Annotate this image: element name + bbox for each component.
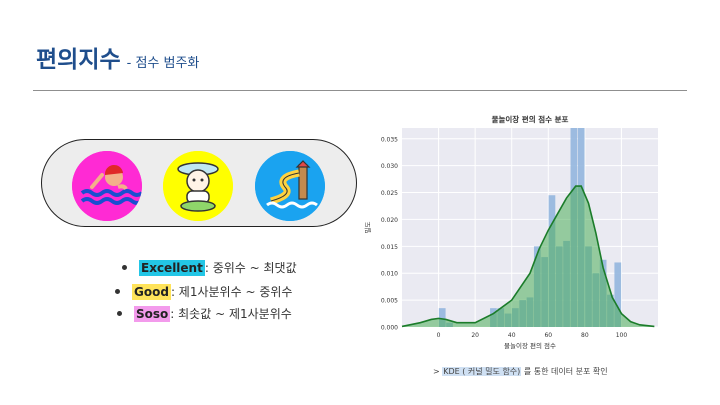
kde-line [401,185,655,328]
swimmer-icon [72,151,142,221]
snowman-icon [163,151,233,221]
x-axis-label: 물놀이장 편의 점수 [504,341,556,350]
x-tick-label: 80 [581,332,589,339]
page-title: 편의지수 [36,47,121,73]
x-tick-label: 100 [616,332,628,339]
kde-area [402,186,655,327]
y-tick-label: 0.035 [381,136,398,143]
y-axis-label: 밀도 [364,222,372,234]
histogram-bar [614,262,622,327]
legend-tag-excellent: Excellent [139,259,205,276]
y-tick-label: 0.020 [381,217,398,224]
legend-item-excellent: Excellent : 중위수 ~ 최댓값 [122,259,297,276]
bullet-icon [117,311,122,316]
slide-title-group: 편의지수 - 점수 범주화 [36,40,199,74]
chart-title: 물놀이장 편의 점수 분포 [492,114,569,124]
histogram-svg: 0.000 0.005 0.010 0.015 0.020 0.025 0.030 0.035… [364,114,658,350]
water-slide-icon [255,151,325,221]
x-tick-label: 40 [508,332,516,339]
y-tick-label: 0.025 [381,190,398,197]
icon-capsule [41,139,357,227]
y-tick-label: 0.030 [381,163,398,170]
legend-tag-soso: Soso [134,305,171,322]
bullet-icon [122,265,127,270]
page-subtitle: - 점수 범주화 [126,56,200,71]
bullet-icon [115,289,120,294]
histogram-bar [438,308,446,327]
legend-text-soso: : 최솟값 ~ 제1사분위수 [170,307,292,321]
y-tick-label: 0.005 [381,298,398,305]
legend-item-good: Good : 제1사분위수 ~ 중위수 [115,283,292,300]
legend-item-soso: Soso : 최솟값 ~ 제1사분위수 [117,305,292,322]
legend-tag-good: Good [132,283,171,300]
x-tick-label: 20 [471,332,479,339]
caption-prefix: > [433,367,443,376]
y-tick-label: 0.010 [381,271,398,278]
chart-caption: > KDE ( 커널 밀도 함수) 를 통한 데이터 분포 확인 [433,366,608,377]
x-tick-label: 0 [437,332,441,339]
legend-text-excellent: : 중위수 ~ 최댓값 [204,261,297,275]
title-divider [33,90,687,91]
caption-highlight: KDE ( 커널 밀도 함수) [442,367,522,376]
y-tick-label: 0.015 [381,244,398,251]
y-tick-label: 0.000 [381,325,398,332]
histogram-chart: 0.000 0.005 0.010 0.015 0.020 0.025 0.030 0.035… [360,110,670,355]
caption-suffix: 를 통한 데이터 분포 확인 [521,367,608,376]
x-tick-label: 60 [544,332,552,339]
legend-text-good: : 제1사분위수 ~ 중위수 [170,285,293,299]
